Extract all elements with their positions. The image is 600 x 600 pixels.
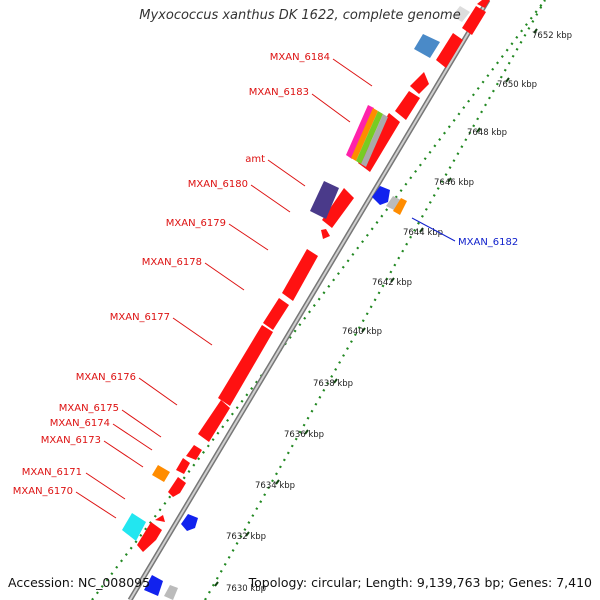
gene-label-mxan-6178: MXAN_6178	[142, 257, 202, 268]
gene-label-mxan-6171: MXAN_6171	[22, 467, 82, 478]
gene-mxan-6170	[137, 522, 162, 552]
tick-label: 7642 kbp	[372, 278, 412, 288]
gene-label-mxan-6179: MXAN_6179	[166, 218, 226, 229]
tick-label: 7648 kbp	[467, 128, 507, 138]
gene-grey-top	[452, 6, 470, 22]
gene-blue-bottom	[144, 575, 163, 596]
gene-mxan-6184	[410, 72, 429, 94]
gene-mxan-6171	[168, 477, 186, 497]
gene-label-mxan-6173: MXAN_6173	[41, 435, 101, 446]
gene-top-2	[462, 6, 486, 35]
gene-blue-lower	[181, 514, 198, 531]
gene-grey-bottom	[164, 585, 178, 600]
gene-mxan-6182-blue	[372, 186, 390, 205]
gene-top-1	[436, 33, 463, 68]
gene-top-3	[477, 0, 490, 8]
tick-marks	[214, 28, 538, 587]
gene-small-1	[155, 515, 165, 522]
gene-mxan-6180	[322, 188, 354, 228]
gene-mxan-6182-orange	[393, 198, 407, 215]
genome-backbone-highlight	[129, 0, 489, 600]
gene-mxan-6177	[218, 325, 273, 406]
page-title: Myxococcus xanthus DK 1622, complete gen…	[139, 8, 461, 23]
gene-mxan-6177b	[263, 298, 289, 330]
gene-label-mxan-6176: MXAN_6176	[76, 372, 136, 383]
accession-label: Accession: NC_008095	[8, 575, 151, 590]
gene-navy	[310, 181, 339, 219]
tick-label: 7652 kbp	[532, 31, 572, 41]
gene-mxan-6182-grey	[386, 196, 401, 210]
gene-label-mxan-6180: MXAN_6180	[188, 179, 248, 190]
outer-dotted-ring	[91, 0, 546, 600]
tick-labels: 7630 kbp 7632 kbp 7634 kbp 7636 kbp 7638 kbp…	[226, 31, 572, 594]
gene-mxan-6176	[198, 400, 230, 442]
tick-label: 7646 kbp	[434, 178, 474, 188]
gene-label-mxan-6174: MXAN_6174	[50, 418, 110, 429]
tick-label: 7632 kbp	[226, 532, 266, 542]
gene-mxan-6179	[321, 229, 330, 239]
genome-summary: Topology: circular; Length: 9,139,763 bp…	[248, 575, 592, 590]
inner-dotted-ring	[204, 0, 546, 600]
tick-label: 7636 kbp	[284, 430, 324, 440]
tick-label: 7650 kbp	[497, 80, 537, 90]
gene-label-mxan-6170: MXAN_6170	[13, 486, 73, 497]
gene-label-mxan-6182: MXAN_6182	[458, 237, 518, 248]
gene-mxan-6183	[395, 91, 420, 120]
leader-line-mxan-6182	[411, 217, 456, 242]
tick-label: 7634 kbp	[255, 481, 295, 491]
gene-label-mxan-6175: MXAN_6175	[59, 403, 119, 414]
gene-label-amt: amt	[245, 154, 265, 165]
gene-orange	[152, 465, 170, 482]
gene-cyan	[122, 513, 146, 541]
tick-label: 7644 kbp	[403, 228, 443, 238]
gene-striped	[346, 105, 388, 167]
tick-label: 7640 kbp	[342, 327, 382, 337]
gene-mxan-6174	[186, 445, 202, 460]
tick-label: 7630 kbp	[226, 584, 266, 594]
gene-mxan-6178	[282, 249, 318, 301]
gene-label-mxan-6177: MXAN_6177	[110, 312, 170, 323]
gene-mxan-6173	[176, 458, 190, 474]
leader-lines	[75, 58, 373, 519]
gene-label-mxan-6184: MXAN_6184	[270, 52, 330, 63]
gene-label-mxan-6183: MXAN_6183	[249, 87, 309, 98]
tick-label: 7638 kbp	[313, 379, 353, 389]
gene-steelblue	[414, 34, 440, 58]
